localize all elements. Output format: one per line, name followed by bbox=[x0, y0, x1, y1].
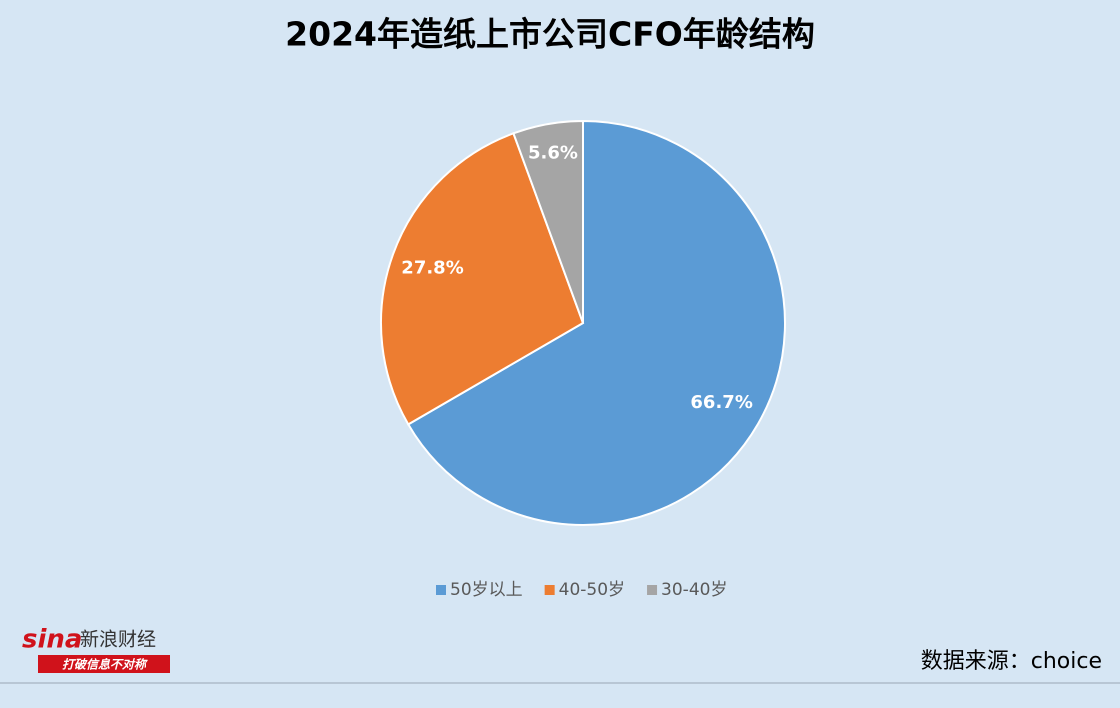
source-note: 数据来源：choice bbox=[921, 649, 1102, 674]
pie-slice bbox=[406, 119, 786, 526]
logo-name: 新浪财经 bbox=[80, 629, 156, 651]
logo-slogan: 打破信息不对称 bbox=[62, 658, 148, 672]
pie-slice bbox=[512, 119, 584, 324]
chart-title: 2024年造纸上市公司CFO年龄结构 bbox=[285, 15, 815, 54]
pie-slice bbox=[380, 132, 585, 426]
legend-swatch bbox=[647, 585, 658, 595]
data-label: 66.7% bbox=[690, 392, 752, 413]
legend-label: 40-50岁 bbox=[559, 580, 625, 600]
legend-swatch bbox=[436, 585, 446, 595]
legend-swatch bbox=[544, 585, 555, 595]
logo-brand: sina bbox=[22, 625, 82, 655]
logo-slogan-box bbox=[38, 655, 170, 673]
legend-label: 50岁以上 bbox=[450, 580, 523, 600]
logo: sina 新浪财经 打破信息不对称 bbox=[22, 625, 170, 673]
data-label: 5.6% bbox=[528, 143, 578, 164]
legend-label: 30-40岁 bbox=[661, 580, 727, 600]
data-label: 27.8% bbox=[401, 258, 463, 279]
